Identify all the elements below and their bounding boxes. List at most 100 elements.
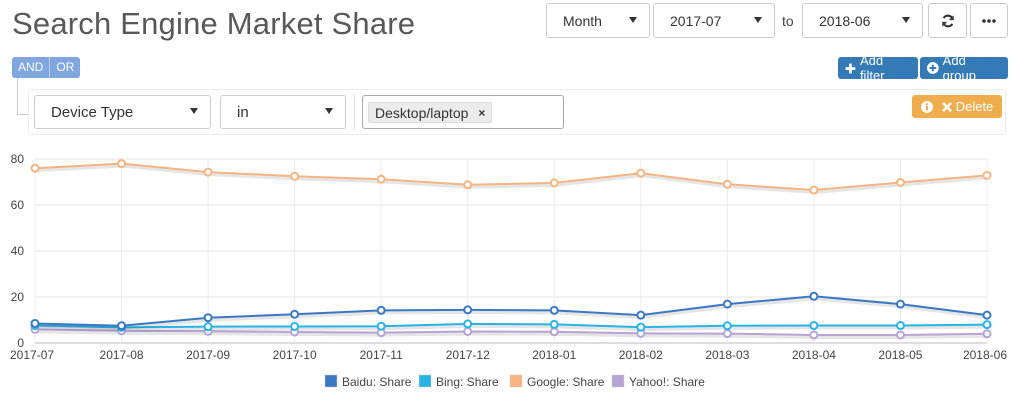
granularity-select[interactable]: Month (546, 3, 650, 38)
data-point (809, 185, 819, 195)
plus-icon (845, 63, 856, 73)
data-point (722, 179, 732, 189)
series-line (34, 328, 988, 336)
x-tick-label: 2018-03 (705, 348, 749, 362)
data-point (463, 180, 473, 190)
data-point (636, 168, 646, 178)
data-point (463, 305, 473, 315)
legend-label: Baidu: Share (342, 375, 412, 389)
data-point (463, 327, 473, 336)
data-point (982, 329, 992, 339)
series-line-shadow (35, 323, 989, 332)
data-point (895, 330, 905, 340)
chevron-down-icon (902, 17, 910, 23)
x-tick-label: 2017-12 (446, 348, 490, 362)
remove-tag-icon[interactable]: × (478, 105, 486, 120)
operator-value: in (237, 103, 249, 121)
x-tick-label: 2018-02 (619, 348, 663, 362)
data-point (376, 174, 386, 184)
chevron-down-icon (754, 17, 762, 23)
add-group-button[interactable]: Add group (920, 53, 1008, 83)
delete-label: Delete (955, 99, 994, 114)
y-tick-label: 80 (11, 152, 25, 166)
data-point (463, 319, 473, 329)
data-point (895, 177, 905, 187)
x-tick-label: 2017-10 (273, 348, 317, 362)
chart-legend: Baidu: Share Bing: Share Google: Share Yaho… (324, 374, 705, 389)
data-point (117, 159, 127, 169)
x-tick-label: 2018-04 (792, 348, 836, 362)
data-point (809, 291, 819, 301)
data-point (636, 322, 646, 332)
start-period-select[interactable]: 2017-07 (653, 3, 775, 38)
and-or-toggle: AND OR (12, 57, 81, 78)
legend-swatch (418, 374, 432, 388)
legend-swatch (611, 374, 625, 388)
value-multiselect[interactable]: Desktop/laptop × (362, 95, 564, 129)
value-tag: Desktop/laptop × (368, 102, 493, 123)
refresh-icon (941, 14, 954, 27)
and-button[interactable]: AND (12, 57, 50, 78)
data-point (895, 299, 905, 309)
or-button[interactable]: OR (49, 57, 81, 78)
legend-label: Bing: Share (436, 375, 499, 389)
x-tick-label: 2018-06 (963, 348, 1007, 362)
legend-swatch (509, 374, 523, 388)
chart-series (30, 159, 992, 340)
data-point (290, 171, 300, 181)
data-point (982, 310, 992, 320)
series-line-shadow (35, 163, 989, 195)
chevron-down-icon (325, 108, 333, 114)
end-period-select[interactable]: 2018-06 (802, 3, 923, 38)
data-point (636, 310, 646, 320)
operator-select[interactable]: in (220, 95, 346, 129)
series-line-shadow (35, 296, 989, 330)
data-point (203, 322, 213, 332)
page-title: Search Engine Market Share (12, 6, 416, 41)
rule-divider (354, 95, 355, 129)
data-point (549, 178, 559, 188)
series-line-shadow (35, 329, 989, 339)
data-point (376, 305, 386, 315)
y-tick-label: 20 (11, 290, 25, 304)
data-point (809, 330, 819, 340)
x-tick-label: 2017-09 (186, 348, 230, 362)
data-point (203, 313, 213, 323)
range-to-label: to (782, 13, 794, 29)
end-period-value: 2018-06 (819, 12, 871, 29)
x-axis: 2017-07 2017-08 2017-09 2017-10 2017-11 2017-… (10, 348, 1007, 362)
series-line (34, 295, 988, 327)
x-tick-label: 2017-11 (360, 348, 403, 362)
x-tick-label: 2018-01 (532, 348, 576, 362)
field-select[interactable]: Device Type (34, 95, 211, 129)
legend-swatch (324, 374, 338, 388)
data-point (809, 321, 819, 331)
y-tick-label: 60 (11, 198, 25, 212)
data-point (722, 329, 732, 339)
y-tick-label: 40 (11, 244, 25, 258)
refresh-button[interactable] (928, 3, 967, 38)
data-point (982, 320, 992, 330)
series-line (34, 322, 988, 329)
delete-rule-button[interactable]: Delete (912, 95, 1002, 118)
close-icon (941, 101, 952, 112)
data-point (376, 321, 386, 331)
data-point (30, 163, 40, 173)
granularity-value: Month (563, 12, 602, 29)
series-line (34, 162, 988, 192)
data-point (203, 167, 213, 177)
data-point (290, 309, 300, 319)
add-filter-button[interactable]: Add filter (838, 53, 918, 83)
chevron-down-icon (190, 108, 198, 114)
start-period-value: 2017-07 (670, 12, 722, 29)
x-tick-label: 2017-08 (100, 348, 144, 362)
data-point (549, 319, 559, 329)
more-button[interactable] (970, 3, 1008, 38)
x-tick-label: 2018-05 (878, 348, 922, 362)
add-filter-label: Add filter (859, 53, 885, 83)
field-value: Device Type (51, 103, 134, 121)
y-tick-label: 0 (17, 336, 24, 350)
data-point (895, 321, 905, 331)
data-point (30, 318, 40, 328)
data-point (982, 170, 992, 180)
